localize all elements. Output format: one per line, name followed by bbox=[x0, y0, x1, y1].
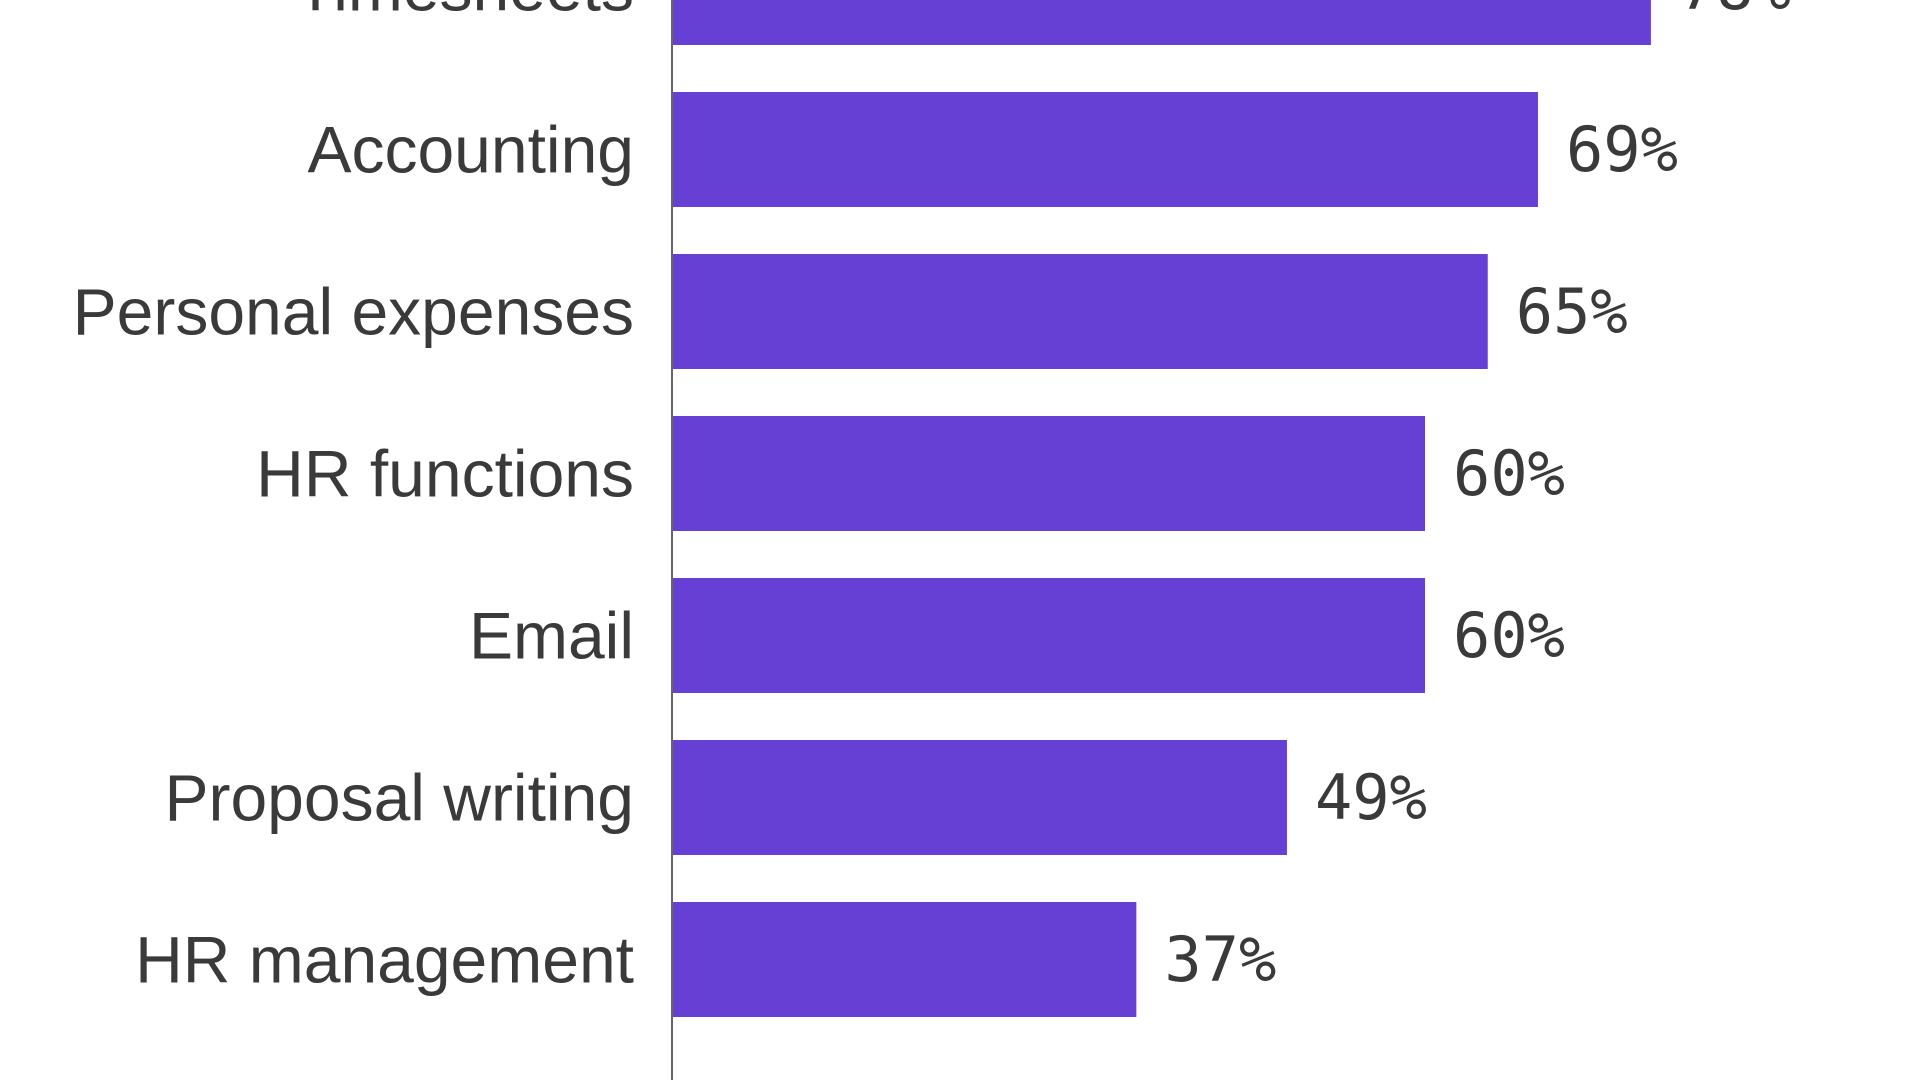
value-label: 37% bbox=[1164, 923, 1276, 996]
value-label: 65% bbox=[1516, 275, 1628, 348]
category-label: Email bbox=[469, 599, 634, 673]
value-label: 49% bbox=[1315, 761, 1427, 834]
category-label: Timesheets bbox=[295, 0, 634, 25]
value-label: 60% bbox=[1453, 437, 1565, 510]
bars-group bbox=[672, 0, 1651, 1017]
bar-proposal-writing bbox=[672, 740, 1287, 855]
category-label: HR functions bbox=[256, 437, 634, 511]
value-label: 60% bbox=[1453, 599, 1565, 672]
bar-hr-management bbox=[672, 902, 1137, 1017]
bar-personal-expenses bbox=[672, 254, 1488, 369]
bar-timesheets bbox=[672, 0, 1651, 45]
bar-accounting bbox=[672, 92, 1538, 207]
category-label: Accounting bbox=[307, 113, 634, 187]
bar-email bbox=[672, 578, 1425, 693]
value-label: 78% bbox=[1679, 0, 1791, 24]
value-label: 69% bbox=[1566, 113, 1678, 186]
bar-hr-functions bbox=[672, 416, 1425, 531]
category-label: Proposal writing bbox=[164, 761, 634, 835]
category-label: HR management bbox=[135, 923, 634, 997]
category-labels-group: Timesheets Accounting Personal expenses HR … bbox=[73, 0, 634, 997]
category-label: Personal expenses bbox=[73, 275, 634, 349]
value-labels-group: 78% 69% 65% 60% 60% 49% 37% bbox=[1164, 0, 1791, 996]
